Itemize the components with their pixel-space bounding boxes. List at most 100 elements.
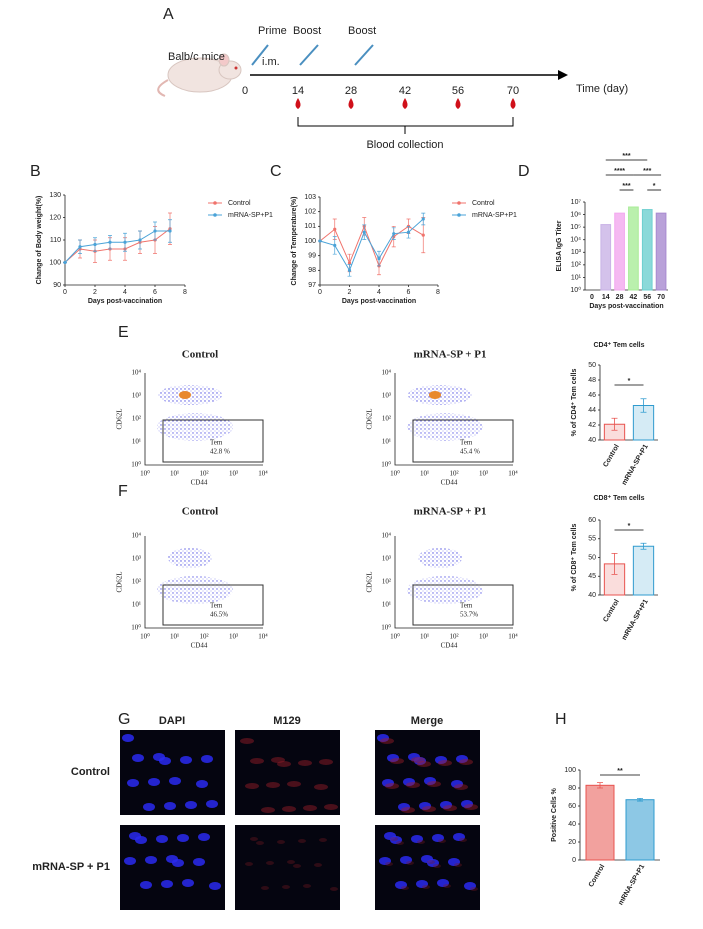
y-tick-label: 20 [568,839,576,846]
nucleus [419,802,431,810]
y-axis-label: Change of Temperature(%) [291,197,298,286]
flow-tick: 10² [449,633,458,641]
x-tick-label: 14 [602,294,610,301]
flow-tick: 10⁴ [132,369,142,377]
blood-drop [455,98,461,109]
y-tick-label: 101 [304,223,316,230]
x-axis-label: Days post-vaccination [342,298,416,305]
signal [390,837,398,841]
nucleus [164,802,176,810]
signal [287,781,301,787]
bar [628,206,639,291]
y-tick-label: 10² [571,262,582,269]
row-header: Control [71,766,110,778]
signal [438,839,446,843]
nucleus [169,777,181,785]
point [318,239,322,243]
event: Boost [348,25,376,37]
x-tick-label: Control [602,598,621,623]
y-tick-label: 44 [588,407,596,414]
legend-label: mRNA-SP+P1 [228,212,273,219]
x-tick-label: 56 [643,294,651,301]
flow-tick: 10⁰ [390,470,400,478]
signal [411,757,425,763]
micro-image [375,730,480,815]
sig-label: * [653,183,656,190]
x-tick-label: mRNA-SP+P1 [621,598,650,641]
nucleus [395,881,407,889]
flow-tick: 10³ [479,470,488,478]
y-tick-label: 100 [304,238,316,245]
bar [655,212,667,291]
micro-image [120,730,225,815]
nucleus [456,755,468,763]
nucleus [145,856,157,864]
nucleus [182,879,194,887]
signal [422,806,436,812]
y-tick-label: 40 [588,437,596,444]
timeline-axis-label: Time (day) [576,83,628,95]
nucleus [382,779,394,787]
chart-title: CD8⁺ Tem cells [593,495,644,502]
series-line [64,228,171,263]
nucleus [384,832,396,840]
legend-marker [213,201,217,205]
flow-axis [144,536,263,629]
nucleus [153,753,165,761]
y-tick-label: 55 [588,536,596,543]
panel-letter: E [118,324,129,341]
bar [614,212,625,291]
x-tick-label: 6 [153,289,157,296]
day-label: 14 [292,85,304,97]
sig-label: *** [643,168,651,175]
y-tick-label: 46 [588,392,596,399]
point [168,229,172,233]
x-tick-label: 6 [407,289,411,296]
point [333,227,337,231]
y-axis-label: Change of Body weight(%) [36,196,43,285]
gate [412,584,514,626]
nucleus [440,801,452,809]
point [421,217,425,221]
legend-label: Control [472,200,495,207]
nucleus [451,780,463,788]
point [421,233,425,237]
series-line [319,218,424,272]
x-tick-label: 28 [616,294,624,301]
flow-axis-label: CD44 [191,642,208,650]
flow-tick: 10¹ [170,470,179,478]
y-axis-label: % of CD4⁺ Tem cells [571,369,578,437]
point [93,242,97,247]
y-tick-label: 60 [568,803,576,810]
y-tick-label: 60 [588,517,596,524]
gate-label: Tem [210,439,223,447]
panel-letter: D [518,163,530,180]
panel-letter: A [163,6,174,23]
flow-axis-label: CD44 [441,642,458,650]
y-tick-label: 102 [304,209,316,216]
gate-percent: 45.4 % [460,448,480,456]
flow-axis-label: CD44 [441,479,458,487]
nucleus [424,777,436,785]
nucleus [143,803,155,811]
point [108,240,112,244]
cell-core [429,391,441,399]
y-tick-label: 90 [53,282,61,289]
blood-drop [348,98,354,109]
gate-percent: 42.8 % [210,448,230,456]
flow-tick: 10⁴ [382,369,392,377]
column-header: DAPI [159,715,185,727]
cell-cloud [407,576,483,604]
y-axis-label: Positive Cells % [551,787,558,841]
point [333,243,337,247]
cell-cloud [407,413,483,441]
cell-cloud [168,548,212,568]
signal [261,886,269,890]
day-label: 56 [452,85,464,97]
point [362,230,366,234]
signal [459,759,473,765]
y-tick-label: 99 [308,253,316,260]
flow-tick: 10⁰ [381,461,391,469]
signal [324,804,338,810]
route: i.m. [262,56,280,68]
